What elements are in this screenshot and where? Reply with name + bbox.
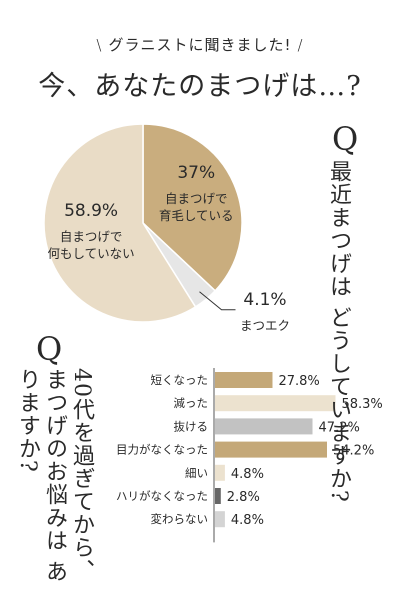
pie-slice-2-value: 4.1% — [243, 290, 286, 310]
bar-category-label: 減った — [174, 396, 209, 410]
pie-slice-3 — [43, 123, 197, 323]
bar-category-label: ハリがなくなった — [116, 489, 208, 503]
survey-kicker: \ グラニストに聞きました! / — [0, 34, 400, 55]
bar-category-label: 細い — [185, 466, 208, 480]
bar-3 — [215, 418, 313, 435]
bar-value-label: 58.3% — [341, 397, 382, 412]
bar-7 — [215, 511, 225, 528]
pie-slice-1-label-line: 育毛している — [159, 208, 234, 223]
bar-1 — [215, 372, 273, 388]
bar-value-label: 4.8% — [231, 513, 264, 528]
bar-4 — [215, 441, 327, 458]
bar-value-label: 27.8% — [278, 374, 319, 389]
pie-slice-3-value: 58.9% — [64, 201, 118, 221]
pie-callout-line — [199, 291, 236, 311]
pie-slice-3-label-line: 自まつげで — [60, 229, 123, 244]
q2-question: 40代を過ぎてから、 まつげのお悩みは ありますか? — [15, 368, 94, 583]
pie-slice-1 — [142, 123, 243, 292]
q2-mark: Q — [36, 330, 63, 368]
bar-6 — [215, 488, 221, 504]
pie-slice-3-label-line: 何もしていない — [48, 246, 135, 261]
bar-category-label: 目力がなくなった — [116, 443, 208, 457]
pie-slice-1-value: 37% — [177, 163, 215, 183]
slash-left-decoration: \ — [96, 36, 103, 54]
page-title: 今、あなたのまつげは…? — [38, 71, 362, 102]
kicker-text: グラニストに聞きました! — [108, 36, 292, 54]
bar-value-label: 54.2% — [333, 444, 374, 459]
bar-category-label: 短くなった — [151, 373, 209, 387]
pie-slice-1-label-line: 自まつげで — [165, 191, 228, 206]
bar-value-label: 2.8% — [227, 490, 260, 505]
bar-value-label: 4.8% — [231, 467, 264, 482]
bar-5 — [215, 464, 225, 481]
pie-slice-2-label: まつエク — [240, 318, 290, 333]
bar-value-label: 47.2% — [319, 420, 360, 435]
q1-mark: Q — [332, 120, 359, 158]
bar-2 — [215, 395, 336, 412]
bar-category-label: 抜ける — [174, 419, 209, 433]
bar-chart: 短くなった 27.8% 減った 58.3% 抜ける 47.2% 目力がなくなった 54.2% 細… — [116, 368, 383, 543]
slash-right-decoration: / — [297, 36, 304, 54]
q1-question: 最近まつげは どうしていますか? — [326, 160, 351, 503]
bar-category-label: 変わらない — [151, 512, 209, 526]
